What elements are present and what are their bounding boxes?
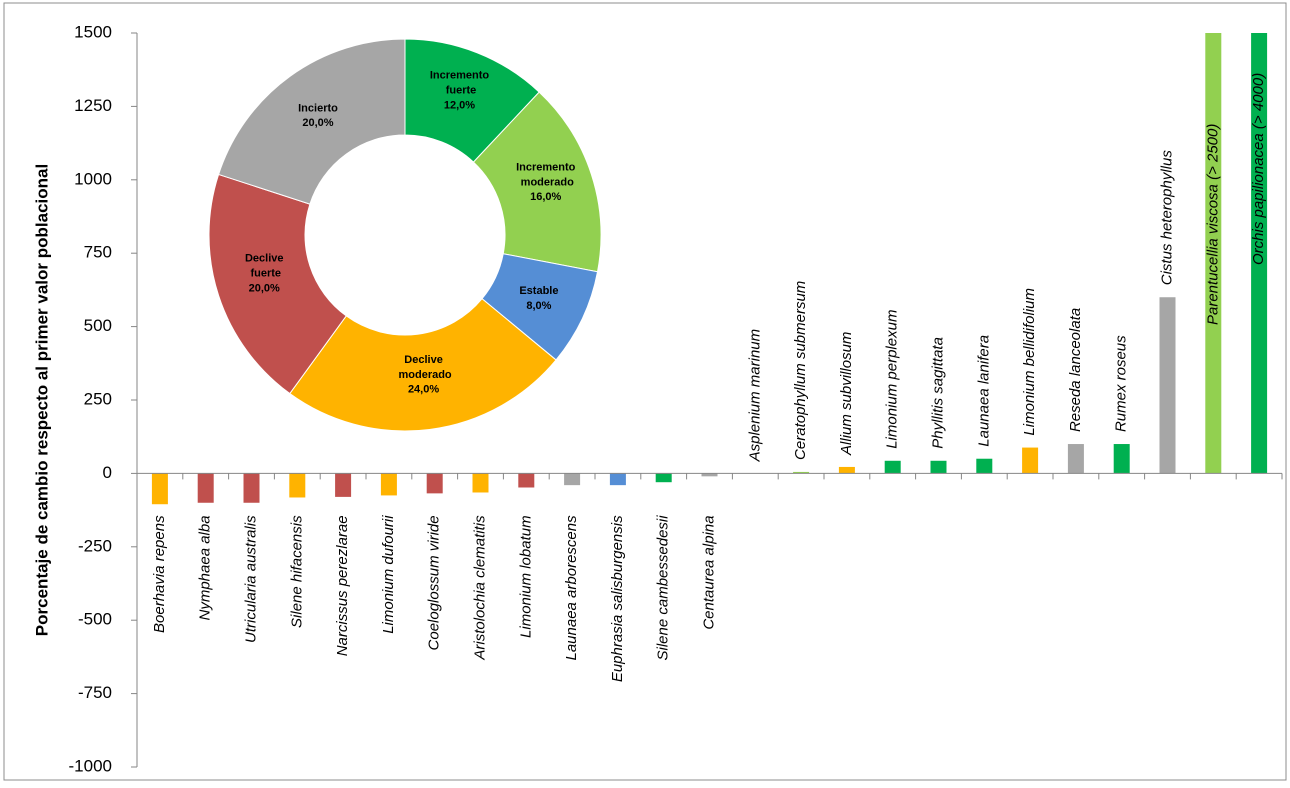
donut-label: Incierto [298,102,338,114]
category-label: Silene hifacensis [288,515,305,628]
bar [518,473,535,488]
donut-label: Declive moderado [395,354,452,381]
y-tick-label: 1250 [74,96,112,115]
donut-segment [208,173,347,395]
y-tick-label: 1500 [74,22,112,41]
category-label: Phyllitis sagittata [929,337,946,449]
category-label: Asplenium marinum [746,329,763,463]
y-tick-label: -1000 [69,756,112,775]
y-tick-label: 250 [84,389,112,408]
donut-segment [217,38,406,205]
category-label: Cistus heterophyllus [1158,150,1175,286]
category-label: Limonium perplexum [884,310,901,449]
bar [793,471,810,474]
category-label: Rumex roseus [1113,335,1130,432]
donut-value-label: 20,0% [302,117,333,129]
category-label: Euphrasia salisburgensis [609,515,626,682]
y-tick-label: 500 [84,316,112,335]
bar [838,466,855,474]
category-label: Nymphaea alba [197,515,214,620]
bar [1067,444,1084,474]
category-label: Orchis papilionacea (> 4000) [1250,73,1267,265]
category-label: Coeloglossum viride [426,515,443,650]
y-tick-label: -750 [78,683,112,702]
donut-value-label: 8,0% [526,300,551,312]
category-label: Parentucellia viscosa (> 2500) [1204,124,1221,325]
bar [426,473,443,494]
category-label: Silene cambessedesii [655,515,672,661]
bar [1251,33,1268,474]
bar [1022,447,1039,474]
category-label: Reseda lanceolata [1067,308,1084,432]
category-label: Limonium dufourii [380,515,397,634]
bar [701,473,718,477]
y-tick-label: 1000 [74,169,112,188]
donut-label: Estable [519,285,558,297]
bar [289,473,306,498]
category-label: Narcissus perezlarae [334,515,351,656]
bar [1205,33,1222,474]
donut-label: Declive fuerte [245,253,284,280]
bar [197,473,214,503]
category-label: Launaea arborescens [563,515,580,661]
donut-label: Incremento fuerte [430,69,490,96]
donut-value-label: 12,0% [444,99,475,111]
category-label: Boerhavia repens [151,515,168,633]
category-label: Allium subvillosum [838,332,855,456]
y-tick-label: 0 [103,463,112,482]
bar [380,473,397,496]
y-tick-label: -500 [78,610,112,629]
donut-segment [289,298,557,432]
bar [884,460,901,474]
donut-value-label: 20,0% [249,283,280,295]
bar [609,473,626,486]
category-label: Ceratophyllum submersum [792,281,809,460]
category-label: Limonium bellidifolium [1021,288,1038,436]
bar [976,458,993,474]
bar [564,473,581,486]
chart-border [3,2,1287,781]
bar [930,460,947,474]
donut-value-label: 24,0% [408,384,439,396]
category-label: Utricularia australis [242,515,259,643]
y-tick-label: 750 [84,243,112,262]
category-label: Limonium lobatum [517,515,534,638]
bar [335,473,352,497]
bar [151,473,168,505]
bar [655,473,672,483]
bar [243,473,260,503]
bar [472,473,489,493]
bar [1159,297,1176,474]
donut-value-label: 16,0% [530,191,561,203]
category-label: Launaea lanifera [975,335,992,447]
category-label: Centaurea alpina [700,515,717,629]
y-tick-label: -250 [78,536,112,555]
donut-label: Incremento moderado [516,161,576,188]
y-axis-title: Porcentaje de cambio respecto al primer … [32,164,51,636]
category-label: Aristolochia clematitis [471,515,488,661]
bar [1113,444,1130,474]
